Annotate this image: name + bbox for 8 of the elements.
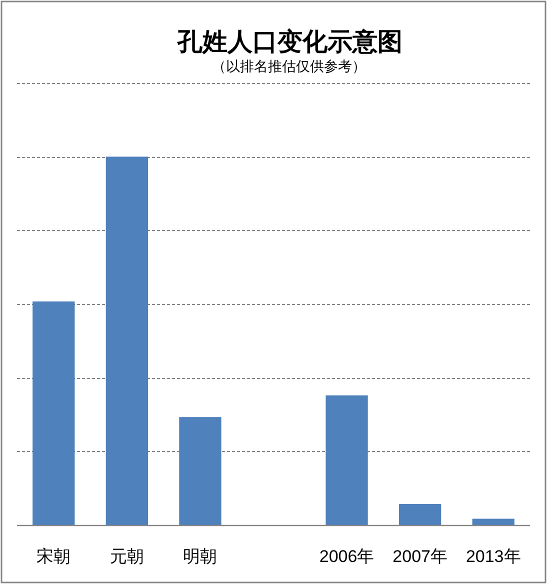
x-tick-label: 元朝 bbox=[110, 547, 144, 566]
x-tick-label: 明朝 bbox=[183, 547, 218, 566]
x-tick-label: 宋朝 bbox=[36, 547, 71, 566]
title: 孔姓人口变化示意图 bbox=[178, 27, 402, 56]
x-tick-label: 2007年 bbox=[392, 547, 448, 566]
x-tick-label: 2013年 bbox=[466, 547, 521, 566]
subtitle: （以排名推估仅供参考） bbox=[212, 58, 366, 74]
x-tick-label: 2006年 bbox=[319, 547, 374, 566]
